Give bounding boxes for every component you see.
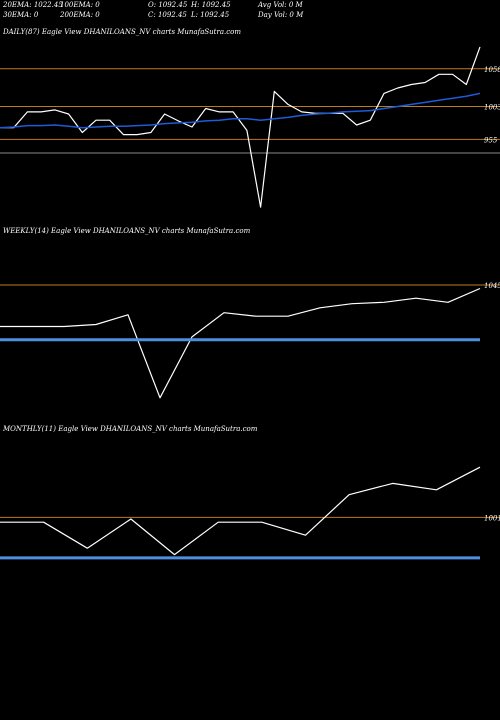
daily-ema-line (0, 92, 481, 129)
weekly-panel: WEEKLY(14) Eagle View DHANILOANS_NV char… (0, 227, 500, 399)
header-low: L: 1092.45 (191, 11, 230, 19)
header-open: O: 1092.45 (148, 1, 188, 9)
monthly-y-tick-label: 1001 (484, 514, 500, 522)
header-ema100: 100EMA: 0 (60, 1, 100, 9)
weekly-y-tick-label: 1045 (484, 282, 500, 290)
monthly-price-line (0, 466, 481, 556)
header-close: C: 1092.45 (148, 11, 187, 19)
header-dayvol: Day Vol: 0 M (258, 11, 304, 19)
header-ema20: 20EMA: 1022.45 (3, 1, 63, 9)
header-high: H: 1092.45 (191, 1, 231, 9)
daily-y-tick-label: 1003 (484, 103, 500, 111)
header-ema200: 200EMA: 0 (60, 11, 100, 19)
daily-price-line (0, 46, 481, 208)
monthly-title: MONTHLY(11) Eagle View DHANILOANS_NV cha… (2, 425, 258, 433)
daily-y-tick-label: 1058 (484, 66, 500, 74)
daily-panel: DAILY(87) Eagle View DHANILOANS_NV chart… (0, 28, 500, 208)
daily-title: DAILY(87) Eagle View DHANILOANS_NV chart… (2, 28, 241, 36)
daily-y-tick-label: 955 (484, 136, 498, 144)
weekly-price-line (0, 287, 481, 399)
header-avgvol: Avg Vol: 0 M (258, 1, 303, 9)
weekly-title: WEEKLY(14) Eagle View DHANILOANS_NV char… (3, 227, 251, 235)
monthly-panel: MONTHLY(11) Eagle View DHANILOANS_NV cha… (0, 425, 500, 560)
header-ema30: 30EMA: 0 (3, 11, 39, 19)
